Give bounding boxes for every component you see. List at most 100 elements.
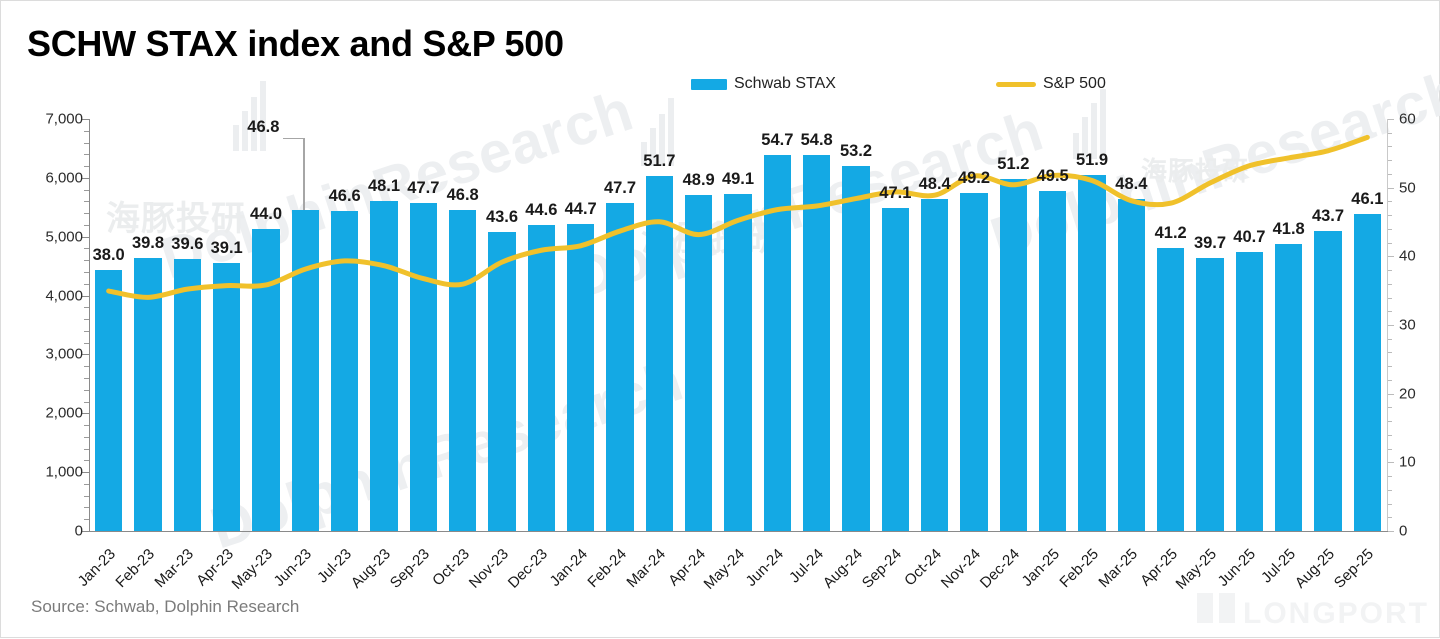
bar-schwab-stax[interactable] [566,224,595,531]
bar-value-label: 48.1 [367,176,401,195]
bar-schwab-stax[interactable] [1274,243,1303,531]
bar-schwab-stax[interactable] [448,209,477,531]
bar-schwab-stax[interactable] [370,200,398,531]
bar-value-label: 48.9 [682,171,715,190]
bar-schwab-stax[interactable] [724,193,752,531]
bar-schwab-stax[interactable] [645,176,674,531]
bar-schwab-stax[interactable] [999,179,1028,531]
bar-value-label: 38.0 [92,246,125,265]
bar-schwab-stax[interactable] [684,195,713,531]
bar-schwab-stax[interactable] [1078,174,1106,531]
bar-schwab-stax[interactable] [960,193,988,531]
bar-value-label: 41.8 [1272,219,1305,238]
y-axis-right-tick-mark [1388,531,1394,532]
bar-value-label: 39.1 [210,238,243,257]
legend-line-swatch-icon [995,81,1036,87]
bar-schwab-stax[interactable] [1156,248,1185,531]
y-axis-right-tick-mark [1388,187,1394,189]
bar-value-label: 44.7 [564,200,597,219]
bar-series-schwab-stax [89,119,1387,531]
bar-value-label: 49.2 [957,169,991,188]
y-axis-left-tick-mark [82,236,89,238]
bar-schwab-stax[interactable] [94,270,123,531]
y-axis-left-minor-tick [84,389,89,391]
x-axis-tick-label: Dec-24 [977,545,1024,592]
y-axis-right-minor-tick [1388,407,1392,409]
y-axis-right-tick-mark [1388,462,1394,464]
y-axis-left-tick-mark [82,177,89,179]
bar-schwab-stax[interactable] [1038,191,1067,531]
bar-value-label: 43.7 [1311,206,1345,225]
legend-label-sp500: S&P 500 [1042,75,1106,92]
y-axis-right-tick-label: 10 [1399,453,1416,471]
bar-schwab-stax[interactable] [842,165,870,531]
y-axis-right-minor-tick [1388,132,1392,134]
x-axis-tick-label: Dec-23 [505,545,552,592]
bar-schwab-stax[interactable] [920,198,949,531]
legend-item-schwab-stax[interactable]: Schwab STAX [691,75,836,93]
y-axis-left-tick-mark [82,119,89,120]
x-axis-tick-label: Apr-24 [664,545,709,590]
bar-schwab-stax[interactable] [173,259,202,531]
y-axis-left-minor-tick [84,366,89,368]
bar-value-label: 54.7 [761,131,794,150]
bar-schwab-stax[interactable] [134,257,162,531]
y-axis-left-tick-mark [82,354,89,356]
bar-schwab-stax[interactable] [1314,230,1342,531]
bar-value-label: 46.6 [328,187,361,205]
y-axis-left-tick-label: 4,000 [45,287,83,305]
legend-item-sp500[interactable]: S&P 500 [995,75,1106,93]
x-axis-tick-label: Jan-25 [1018,545,1063,590]
bar-schwab-stax[interactable] [881,207,910,531]
y-axis-right-minor-tick [1388,352,1392,354]
x-axis-tick-label: May-24 [700,545,749,593]
x-axis-tick-label: Mar-25 [1095,545,1142,592]
bar-value-label: 46.8 [247,117,280,136]
y-axis-right-minor-tick [1388,448,1392,450]
y-axis-left-minor-tick [84,166,89,168]
y-axis-right-tick-label: 0 [1399,522,1408,540]
y-axis-left-minor-tick [84,519,89,521]
y-axis-left-minor-tick [84,483,89,485]
bar-schwab-stax[interactable] [409,203,438,531]
bar-schwab-stax[interactable] [527,224,556,531]
bar-schwab-stax[interactable] [1235,251,1264,531]
y-axis-right-minor-tick [1388,270,1392,272]
y-axis-right-minor-tick [1388,517,1392,519]
bar-schwab-stax[interactable] [1117,198,1146,531]
bar-schwab-stax[interactable] [291,209,320,531]
y-axis-left-minor-tick [84,319,89,321]
bar-schwab-stax[interactable] [252,228,280,531]
x-axis-tick-label: Aug-23 [347,545,395,592]
bar-value-label: 39.6 [171,235,204,254]
bar-schwab-stax[interactable] [1353,214,1382,531]
y-axis-right-minor-tick [1388,283,1392,285]
x-axis-tick-label: Aug-24 [819,545,867,592]
y-axis-left-minor-tick [84,130,89,132]
y-axis-left-minor-tick [84,154,89,156]
bar-value-label: 44.6 [525,200,558,219]
bar-schwab-stax[interactable] [212,262,241,531]
bar-schwab-stax[interactable] [488,231,516,531]
x-axis-tick-label: Oct-23 [428,545,473,590]
y-axis-right-minor-tick [1388,215,1392,217]
y-axis-left-minor-tick [84,142,89,144]
longport-wordmark: LONGPORT [1243,597,1429,630]
x-axis-line [89,531,1388,532]
y-axis-left-minor-tick [84,495,89,497]
y-axis-right-tick-label: 60 [1399,110,1416,128]
bar-value-label: 43.6 [485,207,519,226]
y-axis-left-minor-tick [84,377,89,379]
bar-schwab-stax[interactable] [802,154,831,531]
bar-schwab-stax[interactable] [763,155,792,531]
bar-value-label: 49.5 [1036,167,1069,186]
y-axis-left-tick-label: 3,000 [45,345,83,363]
longport-logo-mark [1197,593,1235,623]
bar-schwab-stax[interactable] [1196,258,1224,531]
x-axis-tick-label: Feb-25 [1056,545,1103,592]
source-note: Source: Schwab, Dolphin Research [31,597,300,616]
y-axis-left-tick-label: 2,000 [45,404,83,422]
data-label-leader-line-vertical [303,137,305,210]
bar-schwab-stax[interactable] [606,203,634,531]
y-axis-left-line [89,119,90,531]
